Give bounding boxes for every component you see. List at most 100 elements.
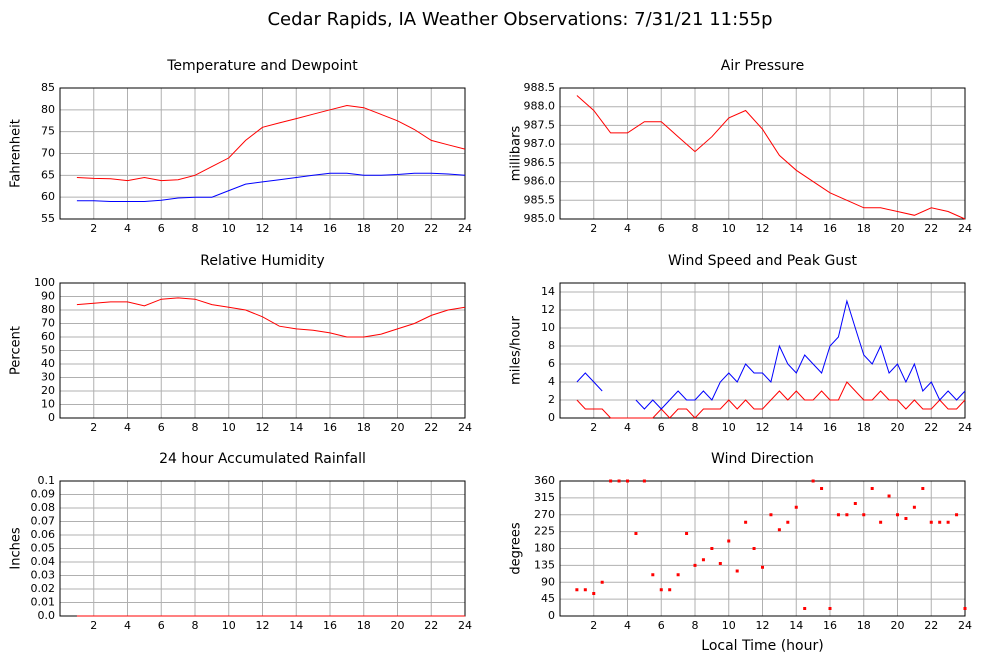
point (617, 479, 621, 483)
x-tick-label: 10 (222, 222, 236, 235)
y-tick-label: 90 (41, 290, 55, 303)
x-tick-label: 4 (624, 222, 631, 235)
y-tick-label: 0 (548, 609, 555, 622)
y-tick-label: 0 (48, 411, 55, 424)
x-tick-label: 16 (823, 222, 837, 235)
chart-title: Wind Speed and Peak Gust (668, 253, 857, 269)
y-tick-label: 90 (541, 575, 555, 588)
series-line (576, 299, 966, 410)
point (777, 528, 781, 532)
x-tick-label: 22 (924, 619, 938, 632)
y-tick-label: 315 (534, 491, 555, 504)
y-tick-label: 60 (41, 190, 55, 203)
x-tick-label: 2 (90, 222, 97, 235)
x-tick-label: 10 (222, 619, 236, 632)
point (820, 487, 824, 490)
y-tick-label: 985.0 (524, 212, 556, 225)
x-tick-label: 8 (192, 619, 199, 632)
x-tick-label: 8 (192, 421, 199, 434)
y-tick-label: 14 (541, 285, 555, 298)
point (803, 607, 807, 610)
y-axis-label: degrees (509, 522, 524, 575)
x-tick-label: 8 (692, 222, 699, 235)
point (870, 487, 874, 490)
y-tick-label: 986.5 (524, 156, 556, 169)
y-tick-label: 135 (534, 558, 555, 571)
x-tick-label: 10 (722, 421, 736, 434)
point (955, 513, 959, 517)
x-tick-label: 6 (158, 619, 165, 632)
point (946, 520, 950, 524)
y-tick-label: 0.07 (31, 515, 56, 528)
y-tick-label: 30 (41, 371, 55, 384)
series-line (576, 95, 966, 220)
x-tick-label: 14 (789, 222, 803, 235)
y-tick-label: 0.08 (31, 501, 56, 514)
y-tick-label: 0.09 (31, 488, 56, 501)
x-tick-label: 16 (823, 619, 837, 632)
x-tick-label: 12 (756, 619, 770, 632)
x-tick-label: 16 (823, 421, 837, 434)
point (752, 547, 756, 550)
x-tick-label: 24 (458, 222, 472, 235)
point (828, 607, 832, 610)
y-tick-label: 0.03 (31, 569, 56, 582)
point (710, 547, 714, 550)
x-tick-label: 14 (289, 421, 303, 434)
y-tick-label: 65 (41, 168, 55, 181)
x-tick-label: 20 (891, 619, 905, 632)
y-tick-label: 10 (41, 398, 55, 411)
x-tick-label: 16 (323, 421, 337, 434)
point (668, 588, 672, 592)
x-tick-label: 18 (857, 421, 871, 434)
x-tick-label: 24 (458, 619, 472, 632)
series-line (76, 172, 466, 202)
point (811, 479, 815, 483)
point (845, 513, 849, 517)
page-title: Cedar Rapids, IA Weather Observations: 7… (267, 9, 772, 30)
y-tick-label: 70 (41, 147, 55, 160)
point (600, 580, 604, 584)
x-tick-label: 16 (323, 222, 337, 235)
x-tick-label: 12 (256, 421, 270, 434)
y-tick-label: 100 (34, 276, 55, 289)
point (769, 513, 773, 517)
point (929, 520, 933, 524)
x-tick-label: 18 (857, 222, 871, 235)
x-tick-label: 6 (658, 421, 665, 434)
point (718, 562, 722, 565)
x-tick-label: 22 (924, 421, 938, 434)
y-tick-label: 0.0 (38, 609, 56, 622)
x-tick-label: 18 (357, 222, 371, 235)
x-tick-label: 18 (357, 421, 371, 434)
x-tick-label: 22 (924, 222, 938, 235)
point (727, 539, 731, 543)
x-tick-label: 2 (590, 421, 597, 434)
x-tick-label: 4 (624, 421, 631, 434)
y-axis-label: millibars (509, 126, 524, 182)
x-tick-label: 6 (658, 619, 665, 632)
x-tick-label: 4 (624, 619, 631, 632)
x-tick-label: 4 (124, 222, 131, 235)
y-tick-label: 4 (548, 375, 555, 388)
y-tick-label: 40 (41, 357, 55, 370)
y-tick-label: 988.0 (524, 100, 556, 113)
point (592, 592, 596, 595)
chart-title: Temperature and Dewpoint (166, 58, 358, 74)
y-tick-label: 20 (41, 384, 55, 397)
y-tick-label: 45 (541, 592, 555, 605)
series-line (76, 104, 466, 182)
y-tick-label: 986.0 (524, 175, 556, 188)
point (912, 505, 916, 509)
x-tick-label: 4 (124, 619, 131, 632)
x-tick-label: 20 (891, 222, 905, 235)
y-tick-label: 270 (534, 508, 555, 521)
x-tick-label: 10 (222, 421, 236, 434)
x-tick-label: 22 (424, 222, 438, 235)
chart-title: 24 hour Accumulated Rainfall (159, 451, 366, 467)
point (761, 565, 764, 569)
x-tick-label: 10 (722, 222, 736, 235)
point (735, 569, 739, 573)
x-tick-label: 20 (391, 222, 405, 235)
